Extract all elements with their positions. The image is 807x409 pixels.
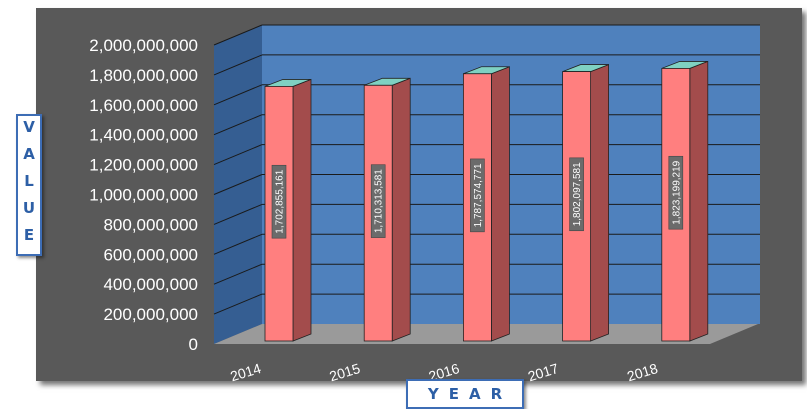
gridline-side	[213, 114, 263, 136]
y-tick-label: 0	[189, 335, 198, 354]
y-tick-label: 1,000,000,000	[89, 186, 198, 205]
data-label: 1,802,097,581	[572, 162, 583, 226]
x-axis-title-box: YEAR	[406, 379, 524, 409]
data-label-box	[370, 164, 386, 238]
y-axis-ticks: 0 200,000,000 400,000,000 600,000,000 800,00…	[89, 36, 198, 354]
y-tick-label: 1,600,000,000	[89, 96, 198, 115]
data-label-box	[470, 158, 485, 233]
gridline-side	[213, 203, 263, 225]
x-tick-label: 2014	[228, 360, 263, 384]
data-label: 1,710,313,581	[374, 169, 385, 233]
bar-series: 1,702,855,161 1,710,313,581 1,787,574,771 1…	[264, 60, 709, 342]
data-label-box	[271, 164, 287, 239]
y-axis-title-box: VALUE	[16, 114, 42, 256]
gridline-side	[213, 84, 263, 106]
y-tick-label: 200,000,000	[103, 305, 198, 324]
y-tick-label: 2,000,000,000	[89, 36, 198, 55]
data-label: 1,823,199,219	[671, 160, 682, 224]
gridline-side	[213, 24, 263, 46]
data-label-box	[668, 155, 684, 230]
y-tick-label: 800,000,000	[103, 215, 198, 234]
gridline-side	[213, 263, 263, 285]
gridline-side	[213, 293, 263, 315]
y-tick-label: 400,000,000	[103, 275, 198, 294]
y-tick-label: 600,000,000	[103, 245, 198, 264]
y-tick-label: 1,800,000,000	[89, 66, 198, 85]
gridline-side	[213, 233, 263, 255]
gridline-side	[213, 144, 263, 166]
data-label: 1,787,574,771	[473, 163, 484, 227]
bar-side	[391, 77, 411, 342]
x-tick-label: 2018	[625, 360, 660, 384]
gridline-side	[213, 174, 263, 195]
gridline-side	[213, 54, 263, 76]
bar-side	[292, 78, 312, 342]
y-tick-label: 1,400,000,000	[89, 126, 198, 145]
data-label-box	[569, 157, 584, 232]
x-tick-label: 2015	[328, 360, 363, 384]
data-label: 1,702,855,161	[275, 169, 286, 233]
x-axis-title: YEAR	[427, 385, 513, 403]
bar-side	[689, 60, 709, 342]
bar-side	[590, 64, 609, 342]
y-axis-title: VALUE	[20, 117, 38, 253]
bar-side	[490, 66, 510, 342]
x-tick-label: 2017	[526, 360, 561, 384]
y-tick-label: 1,200,000,000	[89, 156, 198, 175]
